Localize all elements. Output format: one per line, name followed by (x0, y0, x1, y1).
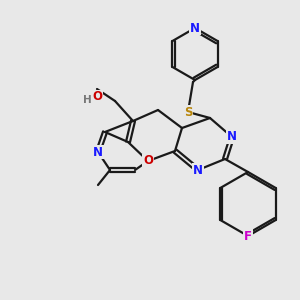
Text: N: N (227, 130, 237, 143)
Text: N: N (190, 22, 200, 34)
Text: O: O (92, 91, 102, 103)
Text: H: H (82, 95, 91, 105)
Text: O: O (143, 154, 153, 167)
Text: N: N (193, 164, 203, 176)
Text: F: F (244, 230, 252, 242)
Text: S: S (184, 106, 192, 118)
Text: N: N (93, 146, 103, 158)
